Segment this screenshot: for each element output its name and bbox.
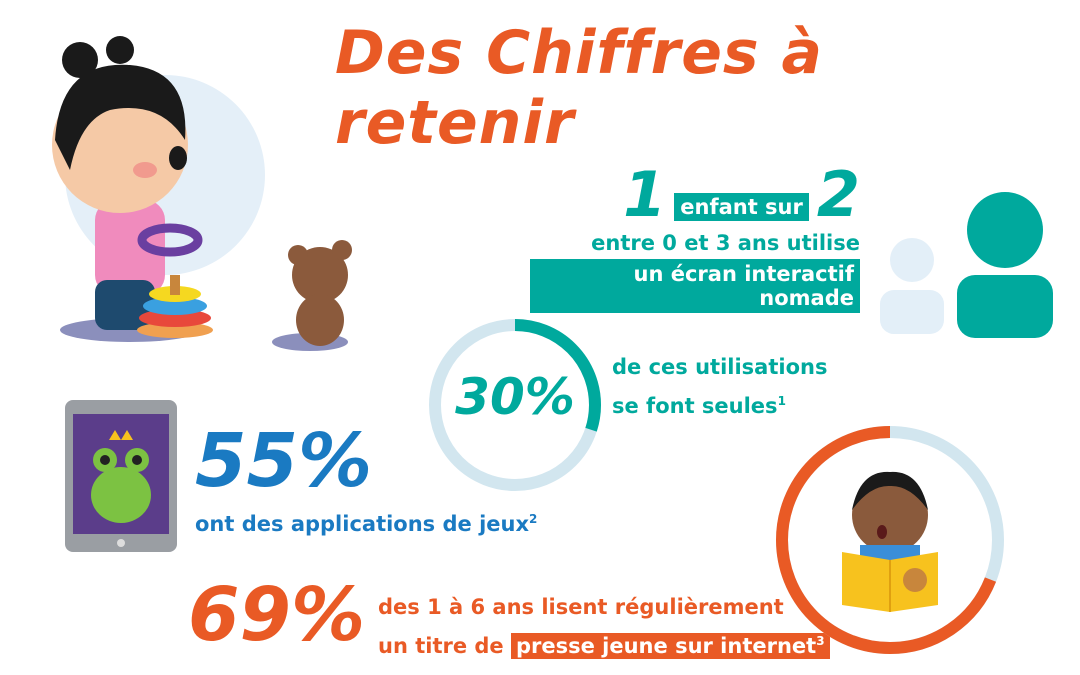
girl-with-toy-illustration bbox=[52, 36, 352, 351]
stat-69-line2-prefix: un titre de bbox=[378, 634, 504, 658]
footnote-2: 2 bbox=[529, 512, 538, 526]
value-30: 30% bbox=[455, 368, 575, 426]
highlight-enfant-sur: enfant sur bbox=[674, 193, 809, 221]
stat-69-text: des 1 à 6 ans lisent régulièrement un ti… bbox=[378, 590, 830, 663]
ring-30 bbox=[429, 319, 601, 491]
stat-30-line2: se font seules bbox=[612, 394, 778, 418]
two-persons-icon bbox=[880, 192, 1053, 338]
number-two: 2 bbox=[816, 158, 860, 231]
ring-fill bbox=[776, 426, 1004, 654]
stat-30-text: de ces utilisations se font seules1 bbox=[612, 350, 827, 423]
ring-fill bbox=[429, 319, 601, 491]
stat-69-line1: des 1 à 6 ans lisent régulièrement bbox=[378, 595, 784, 619]
stat-line3: un écran interactif nomade bbox=[530, 259, 860, 313]
stat-55-text: ont des applications de jeux2 bbox=[195, 512, 537, 536]
number-one: 1 bbox=[623, 158, 667, 231]
stat-55-line1: ont des applications de jeux bbox=[195, 512, 530, 536]
value-69: 69% bbox=[188, 572, 366, 658]
stat-line2: entre 0 et 3 ans utilise bbox=[591, 231, 860, 255]
footnote-3: 3 bbox=[816, 634, 825, 648]
stat-30-line1: de ces utilisations bbox=[612, 355, 828, 379]
footnote-1: 1 bbox=[777, 394, 786, 408]
value-55: 55% bbox=[195, 418, 373, 504]
stat-one-in-two: 1 enfant sur 2 entre 0 et 3 ans utilise … bbox=[530, 158, 860, 313]
tablet-frog-icon bbox=[65, 400, 177, 552]
ring-69-baby bbox=[776, 426, 1004, 654]
stat-69-highlight: presse jeune sur internet bbox=[515, 634, 817, 658]
baby-reading-icon bbox=[842, 471, 938, 612]
page-title: Des Chiffres à retenir bbox=[335, 18, 823, 158]
